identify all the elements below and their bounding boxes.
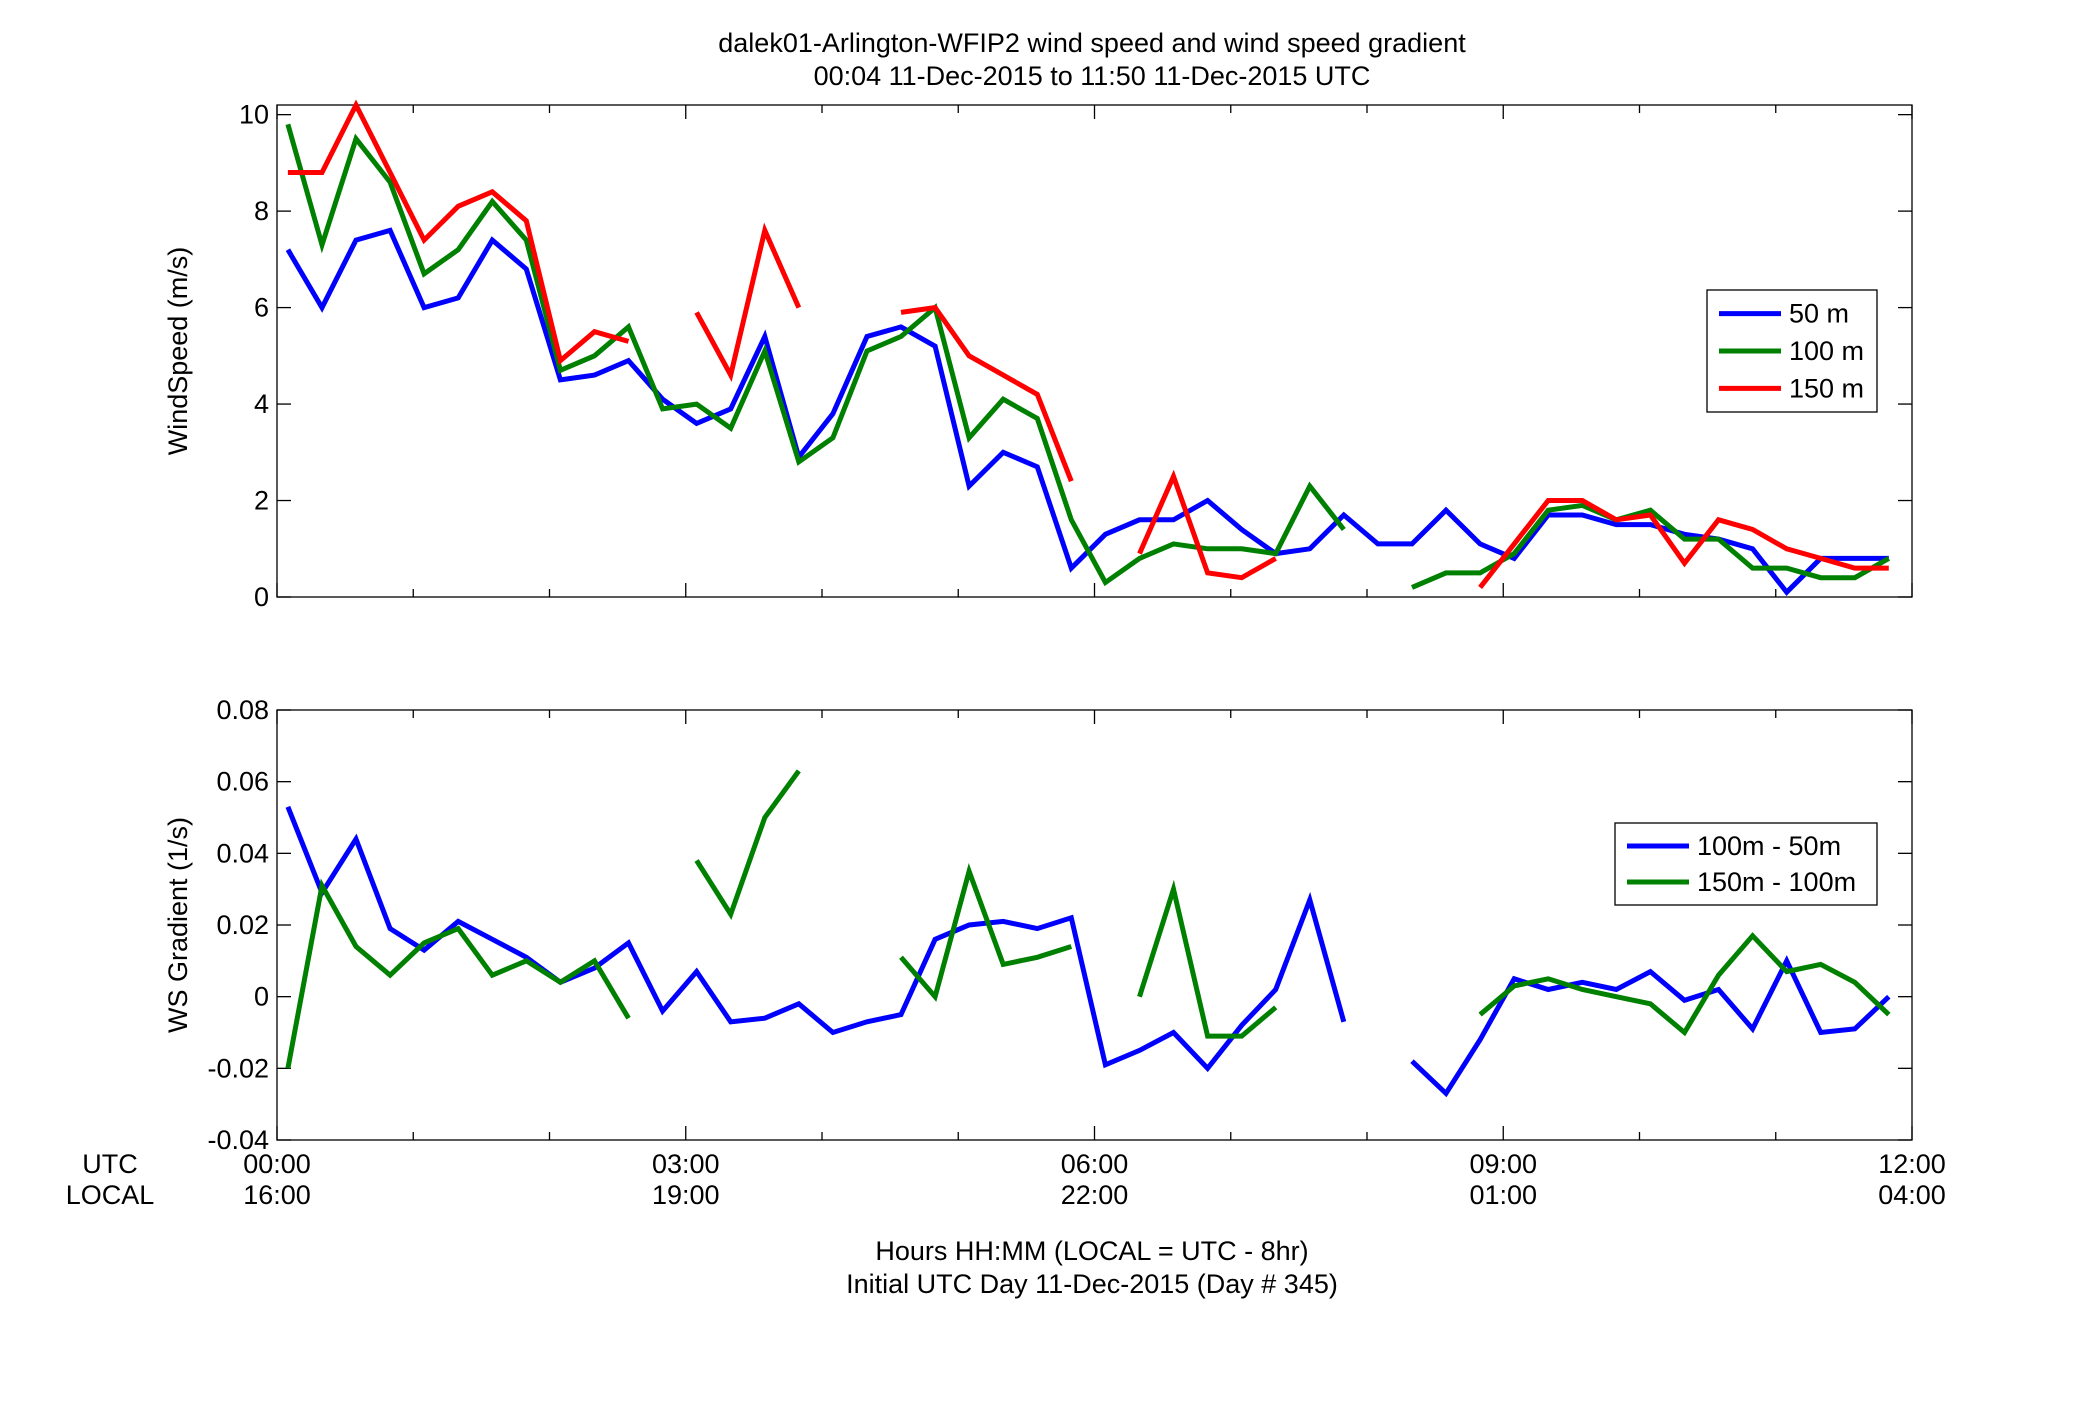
x-tick-label-utc: 12:00 (1878, 1149, 1946, 1179)
local-row-label: LOCAL (66, 1180, 155, 1210)
series-line-100-m (285, 123, 1891, 590)
y-tick-label: 0.04 (216, 838, 269, 868)
x-axis-label-line2: Initial UTC Day 11-Dec-2015 (Day # 345) (846, 1269, 1338, 1299)
figure-title-line2: 00:04 11-Dec-2015 to 11:50 11-Dec-2015 U… (814, 61, 1371, 91)
y-tick-label: 6 (254, 293, 269, 323)
series-line-100m-50m (285, 805, 1891, 1098)
y-tick-label: 4 (254, 389, 269, 419)
legend-entry: 100 m (1789, 336, 1864, 366)
y-tick-label: 10 (239, 100, 269, 130)
x-axis-label-line1: Hours HH:MM (LOCAL = UTC - 8hr) (875, 1236, 1308, 1266)
x-tick-label-local: 01:00 (1469, 1180, 1537, 1210)
x-tick-label-utc: 00:00 (243, 1149, 311, 1179)
y-tick-label: 0 (254, 982, 269, 1012)
y-tick-label: -0.02 (207, 1053, 269, 1083)
x-tick-label-local: 04:00 (1878, 1180, 1946, 1210)
y-tick-label: 0.06 (216, 767, 269, 797)
y-tick-label: 0 (254, 582, 269, 612)
x-tick-label-local: 16:00 (243, 1180, 311, 1210)
y-axis-label: WS Gradient (1/s) (163, 817, 193, 1033)
y-tick-label: 8 (254, 196, 269, 226)
y-axis-label: WindSpeed (m/s) (163, 247, 193, 456)
legend: 100m - 50m 150m - 100m (1614, 822, 1878, 906)
utc-row-label: UTC (82, 1149, 138, 1179)
x-tick-label-utc: 03:00 (652, 1149, 720, 1179)
plot-frame (276, 709, 1913, 1141)
x-tick-label-utc: 09:00 (1469, 1149, 1537, 1179)
legend: 50 m 100 m 150 m (1706, 289, 1878, 413)
series-line-50-m (285, 227, 1889, 596)
ws-gradient-panel: -0.04 -0.02 0 0.02 0.04 0.06 0.08 WS Gradient (… (163, 695, 1913, 1155)
y-tick-label: 0.02 (216, 910, 269, 940)
wind-speed-panel: 0 2 4 6 8 10 WindSpeed (m/s) 50 m 100 m 150 m (163, 99, 1913, 612)
legend-entry: 100m - 50m (1697, 831, 1841, 861)
figure-title-line1: dalek01-Arlington-WFIP2 wind speed and w… (718, 28, 1466, 58)
series-line-150m-100m (285, 769, 1891, 1069)
x-tick-label-utc: 06:00 (1061, 1149, 1129, 1179)
legend-entry: 50 m (1789, 299, 1849, 329)
y-tick-label: -0.04 (207, 1125, 269, 1155)
y-tick-label: 2 (254, 486, 269, 516)
legend-entry: 150m - 100m (1697, 867, 1856, 897)
legend-entry: 150 m (1789, 373, 1864, 403)
series-line-150-m (287, 99, 1889, 589)
x-tick-label-local: 19:00 (652, 1180, 720, 1210)
y-tick-label: 0.08 (216, 695, 269, 725)
legend-box (1614, 822, 1878, 906)
x-tick-label-local: 22:00 (1061, 1180, 1129, 1210)
